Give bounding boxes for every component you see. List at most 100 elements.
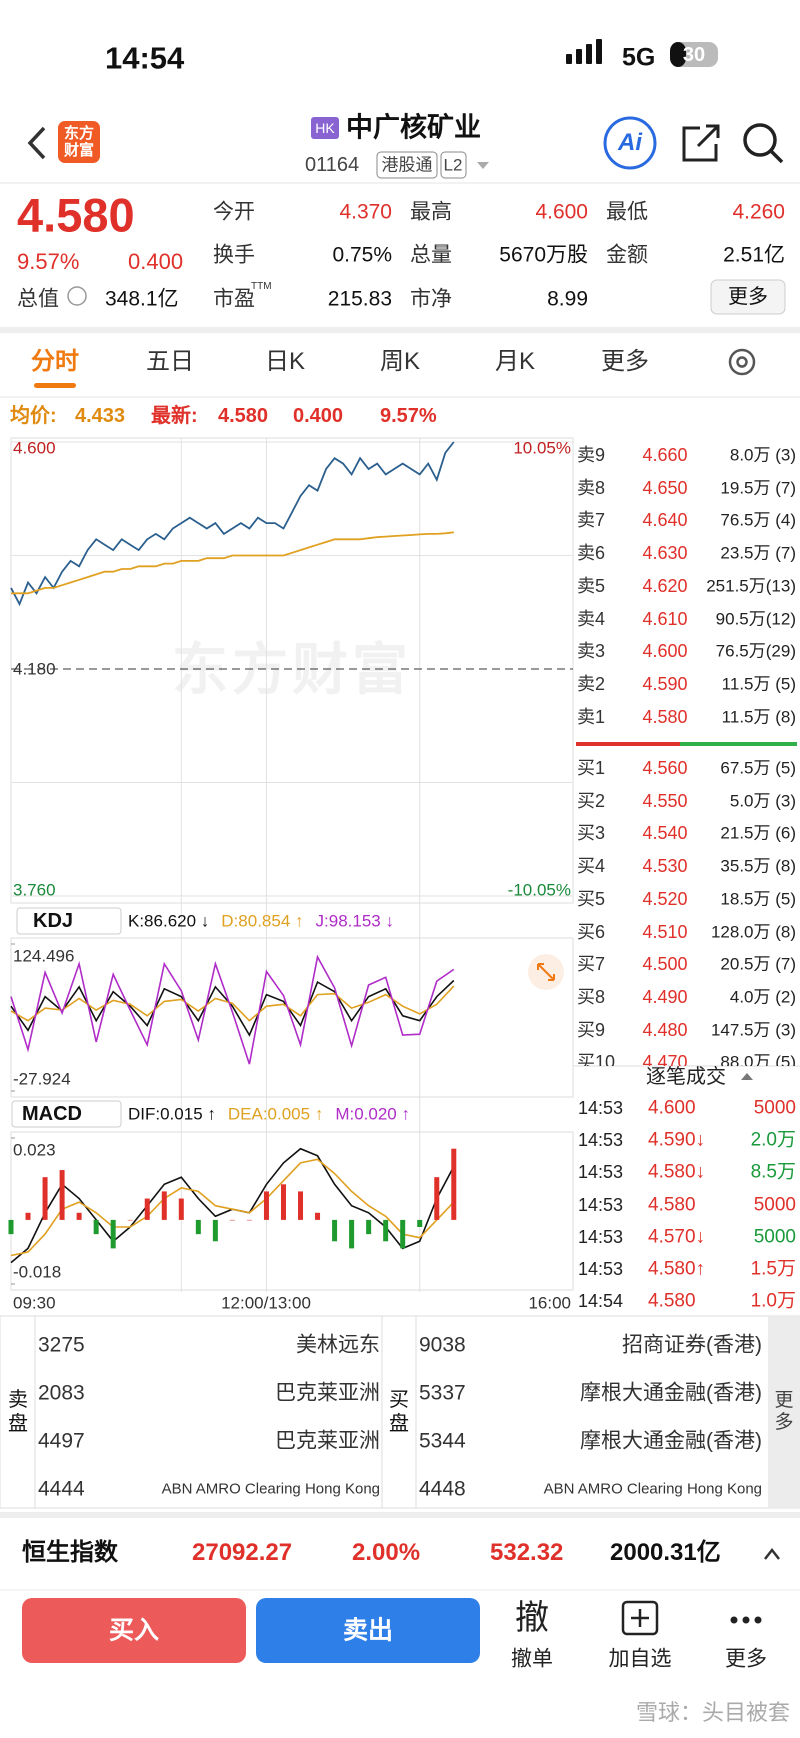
bid-price: 4.470 <box>642 1052 688 1066</box>
bid-price: 4.520 <box>642 888 688 909</box>
bid-level: 买4 <box>577 856 606 877</box>
bid-volume: 4.0万 (2) <box>729 987 796 1007</box>
x-tick-label: 12:00/13:00 <box>221 1293 311 1313</box>
y-tick-label: -27.924 <box>13 1069 71 1089</box>
quote-label: 市盈 <box>213 287 255 311</box>
bid-price: 4.530 <box>642 856 688 877</box>
macd-bar <box>42 1177 48 1220</box>
y-tick-label: 4.180 <box>13 659 56 679</box>
ask-price: 4.610 <box>642 608 688 629</box>
bid-price: 4.540 <box>642 823 688 844</box>
trade-price: 4.580↓ <box>648 1161 706 1183</box>
broker-name: ABN AMRO Clearing Hong Kong <box>543 1480 762 1498</box>
broker-name: 摩根大通金融(香港) <box>580 1381 762 1405</box>
battery-level-text: 30 <box>682 44 706 66</box>
avg-price: 4.433 <box>75 405 126 427</box>
buy-button-text[interactable]: 买入 <box>108 1616 160 1645</box>
broker-name: 巴克莱亚洲 <box>275 1381 380 1405</box>
expand-icon <box>537 963 555 981</box>
buy-button[interactable] <box>22 1598 246 1663</box>
dropdown-icon[interactable] <box>477 162 489 169</box>
sell-button-text[interactable]: 卖出 <box>342 1616 394 1645</box>
macd-bar <box>212 1219 218 1242</box>
indicator-select[interactable] <box>16 907 122 935</box>
indicator-select[interactable] <box>11 1100 122 1128</box>
bid-price: 4.500 <box>642 954 688 975</box>
expand-index-button[interactable] <box>764 1547 780 1560</box>
more-actions-button[interactable] <box>730 1616 762 1624</box>
settings-button[interactable] <box>728 348 756 376</box>
macd-bar <box>93 1219 99 1235</box>
trade-price: 4.590↓ <box>648 1129 706 1151</box>
cancel-text[interactable]: 撤单 <box>511 1647 553 1671</box>
ai-button[interactable] <box>603 116 657 170</box>
macd-bar <box>315 1212 321 1220</box>
quote-value: 215.83 <box>327 287 392 311</box>
y-tick-label: 0.023 <box>13 1140 56 1160</box>
ask-volume: 76.5万 (4) <box>720 510 796 530</box>
status-network: 5G <box>622 43 656 72</box>
indicator-value: J:98.153 ↓ <box>315 911 394 931</box>
bid-price: 4.550 <box>642 790 688 811</box>
bid-level: 买5 <box>577 888 606 909</box>
last-price-small: 4.580 <box>218 405 269 427</box>
ask-level: 卖1 <box>577 706 606 727</box>
more-button[interactable] <box>710 279 786 315</box>
macd-bar <box>8 1219 14 1235</box>
broker-name: 摩根大通金融(香港) <box>580 1429 762 1453</box>
tab[interactable]: 分时 <box>31 348 79 375</box>
macd-bar <box>349 1219 355 1249</box>
broker-code: 4444 <box>38 1477 85 1501</box>
bid-level: 买2 <box>577 790 606 811</box>
change-percent: 9.57% <box>17 249 80 274</box>
tab[interactable]: 周K <box>379 348 421 375</box>
macd-bar <box>298 1191 304 1220</box>
indicator-value: M:0.020 ↑ <box>335 1104 410 1124</box>
ask-price: 4.630 <box>642 543 688 564</box>
more-text[interactable]: 更多 <box>725 1647 767 1671</box>
trade-time: 14:53 <box>578 1226 624 1247</box>
info-icon[interactable] <box>67 286 87 306</box>
back-button[interactable] <box>27 126 46 160</box>
ask-volume: 23.5万 (7) <box>720 543 796 563</box>
bid-volume: 21.5万 (6) <box>720 823 796 843</box>
y-tick-label: -0.018 <box>13 1262 62 1282</box>
sell-button[interactable] <box>256 1598 480 1663</box>
macd-bar <box>263 1191 269 1220</box>
panel-frame <box>10 1131 574 1291</box>
tab[interactable]: 更多 <box>601 348 649 375</box>
ask-price: 4.640 <box>642 510 688 531</box>
search-button[interactable] <box>743 123 784 164</box>
stock-tag: L2 <box>443 155 463 175</box>
y-tick-label: 3.760 <box>13 880 56 900</box>
broker-more-button[interactable] <box>768 1316 800 1508</box>
macd-bar <box>366 1219 372 1235</box>
bid-volume: 20.5万 (7) <box>720 954 796 974</box>
trade-price: 4.600 <box>648 1097 696 1119</box>
macd-bar <box>144 1198 150 1220</box>
macd-bar <box>280 1184 286 1220</box>
app-logo-text: 东方财富 <box>63 125 94 159</box>
trade-price: 4.570↓ <box>648 1226 706 1248</box>
share-button[interactable] <box>682 124 720 162</box>
tab[interactable]: 五日 <box>146 348 194 375</box>
broker-code: 3275 <box>38 1333 85 1357</box>
cancel-icon[interactable]: 撤 <box>515 1599 549 1637</box>
bid-volume: 35.5万 (8) <box>720 856 796 876</box>
change-pct-small: 9.57% <box>380 405 437 427</box>
trade-price: 4.580 <box>648 1290 696 1312</box>
quote-value: 4.260 <box>732 200 785 224</box>
quote-label: 换手 <box>213 243 255 267</box>
tab[interactable]: 月K <box>494 348 536 375</box>
bid-volume: 67.5万 (5) <box>720 758 796 778</box>
watchlist-text[interactable]: 加自选 <box>608 1647 672 1671</box>
ask-level: 卖2 <box>577 673 606 694</box>
tab[interactable]: 日K <box>264 348 306 375</box>
watchlist-button[interactable] <box>621 1600 659 1636</box>
broker-code: 2083 <box>38 1381 85 1405</box>
indicator-value: D:80.854 ↑ <box>221 911 304 931</box>
tag-box <box>440 151 467 179</box>
quote-value: 4.600 <box>535 200 588 224</box>
trade-time: 14:53 <box>578 1194 624 1215</box>
